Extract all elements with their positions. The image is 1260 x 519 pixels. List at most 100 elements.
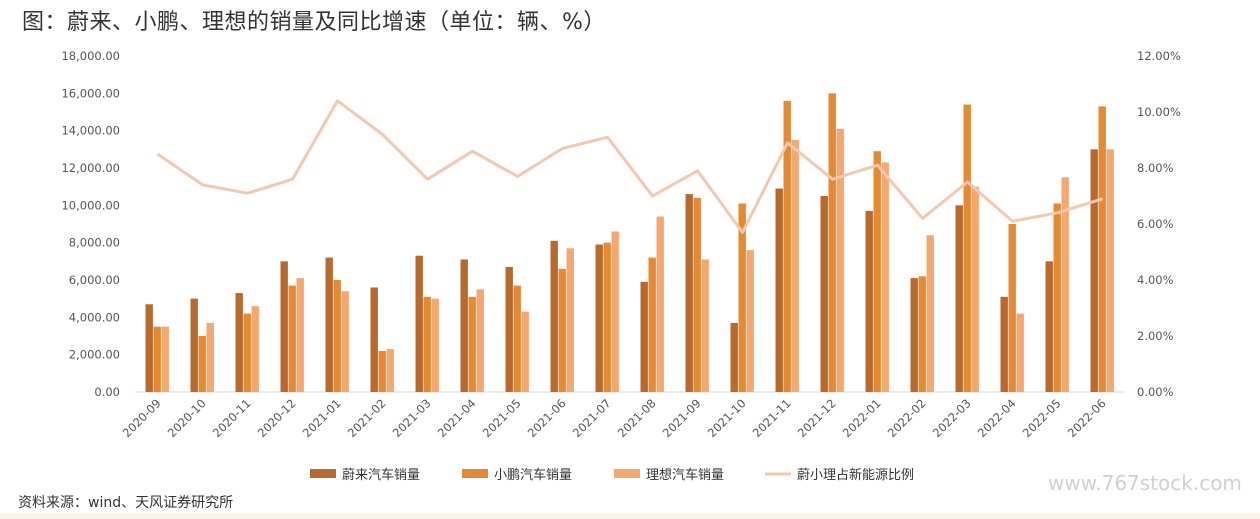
left-axis-tick-label: 18,000.00 bbox=[61, 49, 120, 63]
bar-xpeng bbox=[198, 336, 206, 392]
bar-nio bbox=[730, 322, 738, 392]
bar-nio bbox=[505, 266, 513, 392]
left-axis-tick-label: 10,000.00 bbox=[61, 198, 120, 212]
x-axis-tick-label: 2020-11 bbox=[210, 396, 254, 440]
right-axis-tick-label: 10.00% bbox=[1137, 105, 1181, 119]
bar-xpeng bbox=[1098, 106, 1106, 393]
bar-lixiang bbox=[656, 216, 664, 392]
bar-nio bbox=[820, 196, 828, 392]
x-axis-tick-label: 2022-05 bbox=[1020, 396, 1064, 440]
x-axis-tick-label: 2021-07 bbox=[570, 396, 614, 440]
x-axis-tick-label: 2021-10 bbox=[705, 396, 749, 440]
x-axis-tick-label: 2021-02 bbox=[345, 396, 389, 440]
bar-lixiang bbox=[251, 306, 259, 392]
right-axis-tick-label: 2.00% bbox=[1137, 329, 1174, 343]
bar-lixiang bbox=[566, 248, 574, 392]
x-axis-tick-label: 2021-08 bbox=[615, 396, 659, 440]
bar-nio bbox=[775, 188, 783, 392]
bar-xpeng bbox=[378, 350, 386, 392]
bar-nio bbox=[1090, 149, 1098, 392]
x-axis-tick-label: 2021-06 bbox=[525, 396, 569, 440]
bar-xpeng bbox=[783, 100, 791, 393]
bar-xpeng bbox=[738, 203, 746, 392]
bar-lixiang bbox=[1061, 177, 1069, 392]
bar-lixiang bbox=[881, 162, 889, 392]
x-axis-tick-label: 2022-01 bbox=[840, 396, 884, 440]
x-axis-tick-label: 2020-09 bbox=[120, 396, 164, 440]
bar-lixiang bbox=[341, 291, 349, 392]
legend-lixiang-label: 理想汽车销量 bbox=[646, 467, 724, 483]
bar-lixiang bbox=[206, 322, 214, 392]
right-axis-tick-label: 6.00% bbox=[1137, 217, 1174, 231]
bar-lixiang bbox=[836, 128, 844, 393]
x-axis-tick-label: 2020-12 bbox=[255, 396, 299, 440]
legend-nio-label: 蔚来汽车销量 bbox=[342, 467, 420, 483]
bar-xpeng bbox=[1008, 224, 1016, 392]
x-axis-tick-label: 2021-05 bbox=[480, 396, 524, 440]
legend-ratio-label: 蔚小理占新能源比例 bbox=[797, 467, 914, 483]
legend-lixiang-swatch bbox=[614, 469, 640, 478]
bar-nio bbox=[595, 244, 603, 392]
bar-xpeng bbox=[153, 326, 161, 392]
bar-lixiang bbox=[161, 326, 169, 392]
right-axis-tick-label: 8.00% bbox=[1137, 161, 1174, 175]
bar-xpeng bbox=[963, 104, 971, 393]
bar-lixiang bbox=[386, 349, 394, 392]
x-axis-tick-label: 2021-04 bbox=[435, 396, 479, 440]
bar-nio bbox=[1000, 296, 1008, 392]
bar-nio bbox=[1045, 261, 1053, 392]
bar-xpeng bbox=[1053, 203, 1061, 392]
bar-lixiang bbox=[701, 259, 709, 392]
bar-lixiang bbox=[1106, 149, 1114, 392]
bar-nio bbox=[145, 304, 153, 392]
bar-lixiang bbox=[611, 231, 619, 392]
bar-xpeng bbox=[918, 276, 926, 392]
bar-xpeng bbox=[468, 296, 476, 392]
x-axis-tick-label: 2021-03 bbox=[390, 396, 434, 440]
bar-nio bbox=[550, 240, 558, 392]
bar-xpeng bbox=[693, 197, 701, 392]
left-axis-tick-label: 8,000.00 bbox=[69, 236, 120, 250]
bar-nio bbox=[325, 257, 333, 392]
bottom-strip bbox=[0, 513, 1260, 519]
chart-title: 图：蔚来、小鹏、理想的销量及同比增速（单位：辆、%） bbox=[22, 10, 606, 35]
bar-lixiang bbox=[1016, 313, 1024, 392]
x-axis-tick-label: 2021-09 bbox=[660, 396, 704, 440]
bar-lixiang bbox=[296, 278, 304, 392]
bar-xpeng bbox=[873, 151, 881, 392]
bar-lixiang bbox=[746, 250, 754, 392]
right-axis-tick-label: 12.00% bbox=[1137, 49, 1181, 63]
bar-xpeng bbox=[648, 257, 656, 392]
right-axis-tick-label: 0.00% bbox=[1137, 385, 1174, 399]
x-axis-tick-label: 2021-01 bbox=[300, 396, 344, 440]
bar-lixiang bbox=[926, 235, 934, 392]
bar-xpeng bbox=[423, 296, 431, 392]
x-axis-tick-label: 2022-06 bbox=[1065, 396, 1109, 440]
source-note: 资料来源：wind、天风证券研究所 bbox=[18, 495, 234, 511]
bar-lixiang bbox=[476, 289, 484, 392]
bar-nio bbox=[865, 210, 873, 392]
watermark: www.767stock.com bbox=[1048, 471, 1242, 495]
left-axis-tick-label: 0.00 bbox=[94, 385, 120, 399]
x-axis-tick-label: 2021-12 bbox=[795, 396, 839, 440]
legend-xpeng-swatch bbox=[462, 469, 488, 478]
x-axis-tick-label: 2022-02 bbox=[885, 396, 929, 440]
bar-lixiang bbox=[791, 140, 799, 392]
left-axis-tick-label: 6,000.00 bbox=[69, 273, 120, 287]
left-axis-tick-label: 16,000.00 bbox=[61, 86, 120, 100]
bar-xpeng bbox=[513, 285, 521, 392]
bar-xpeng bbox=[558, 268, 566, 392]
bar-xpeng bbox=[603, 242, 611, 392]
bar-lixiang bbox=[431, 298, 439, 392]
bar-nio bbox=[460, 259, 468, 392]
right-axis-tick-label: 4.00% bbox=[1137, 273, 1174, 287]
x-axis-tick-label: 2021-11 bbox=[750, 396, 794, 440]
bar-nio bbox=[640, 281, 648, 392]
bar-nio bbox=[190, 298, 198, 392]
bar-nio bbox=[910, 278, 918, 392]
legend-xpeng-label: 小鹏汽车销量 bbox=[494, 467, 572, 483]
left-axis-tick-label: 14,000.00 bbox=[61, 124, 120, 138]
bar-xpeng bbox=[828, 93, 836, 392]
bar-xpeng bbox=[288, 285, 296, 392]
bar-xpeng bbox=[333, 280, 341, 392]
